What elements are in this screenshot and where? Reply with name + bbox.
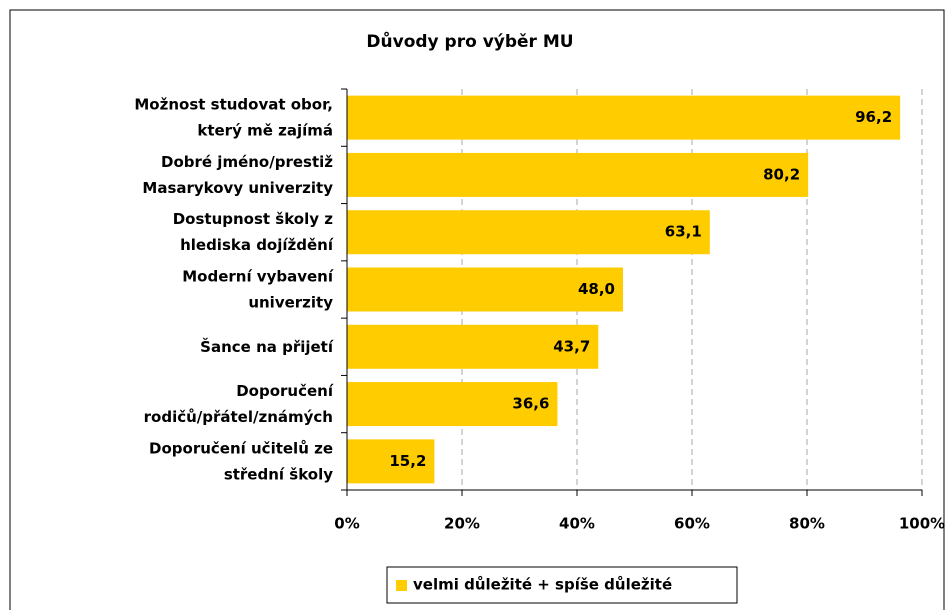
y-tick-label-line: Šance na přijetí — [200, 336, 334, 355]
legend-label: velmi důležité + spíše důležité — [413, 576, 672, 594]
y-tick-label: Dobré jméno/prestiž Masarykovy univerzity — [142, 152, 333, 196]
x-tick-label: 80% — [789, 515, 825, 533]
value-label: 48,0 — [578, 280, 615, 298]
y-tick-label-line: Dostupnost školy z — [173, 210, 334, 228]
bar — [347, 382, 558, 427]
value-label: 96,2 — [855, 108, 892, 126]
value-label: 80,2 — [763, 165, 800, 183]
y-tick-label-line: který mě zajímá — [197, 121, 333, 139]
legend-swatch — [396, 580, 407, 591]
x-tick-label: 60% — [674, 515, 710, 533]
chart-title: Důvody pro výběr MU — [366, 30, 573, 52]
y-tick-label-line: Doporučení — [236, 382, 334, 400]
y-tick-label: Šance na přijetí — [200, 336, 334, 355]
bar — [347, 267, 623, 312]
bar — [347, 152, 809, 197]
bar — [347, 210, 710, 255]
y-tick-label-line: Masarykovy univerzity — [142, 178, 333, 196]
legend-box — [386, 566, 738, 604]
y-tick-label-line: Možnost studovat obor, — [134, 95, 333, 113]
bar — [347, 439, 435, 484]
y-tick-label: Dostupnost školy z hlediska dojíždění — [173, 210, 334, 254]
y-tick-label-line: Dobré jméno/prestiž — [161, 152, 333, 170]
y-tick-label: Možnost studovat obor, který mě zajímá — [134, 95, 333, 139]
y-tick-label-line: střední školy — [224, 465, 333, 483]
value-label: 63,1 — [665, 223, 702, 241]
y-tick-label-line: Moderní vybavení — [182, 267, 334, 285]
y-tick-label: Moderní vybavení univerzity — [182, 267, 334, 311]
x-tick-label: 20% — [444, 515, 480, 533]
y-tick-label-line: rodičů/přátel/známých — [144, 408, 333, 426]
value-label: 36,6 — [512, 395, 549, 413]
value-label: 15,2 — [389, 452, 426, 470]
y-tick-label-line: hlediska dojíždění — [180, 236, 334, 254]
bar — [347, 95, 901, 140]
value-label: 43,7 — [553, 337, 590, 355]
y-tick-label: Doporučení učitelů ze střední školy — [149, 439, 333, 483]
x-tick-label: 0% — [334, 515, 359, 533]
x-tick-label: 40% — [559, 515, 595, 533]
bar — [347, 324, 599, 369]
x-tick-label: 100% — [899, 515, 945, 533]
y-tick-label-line: Doporučení učitelů ze — [149, 439, 333, 457]
y-tick-label-line: univerzity — [248, 293, 333, 311]
y-tick-label: Doporučení rodičů/přátel/známých — [144, 382, 334, 426]
